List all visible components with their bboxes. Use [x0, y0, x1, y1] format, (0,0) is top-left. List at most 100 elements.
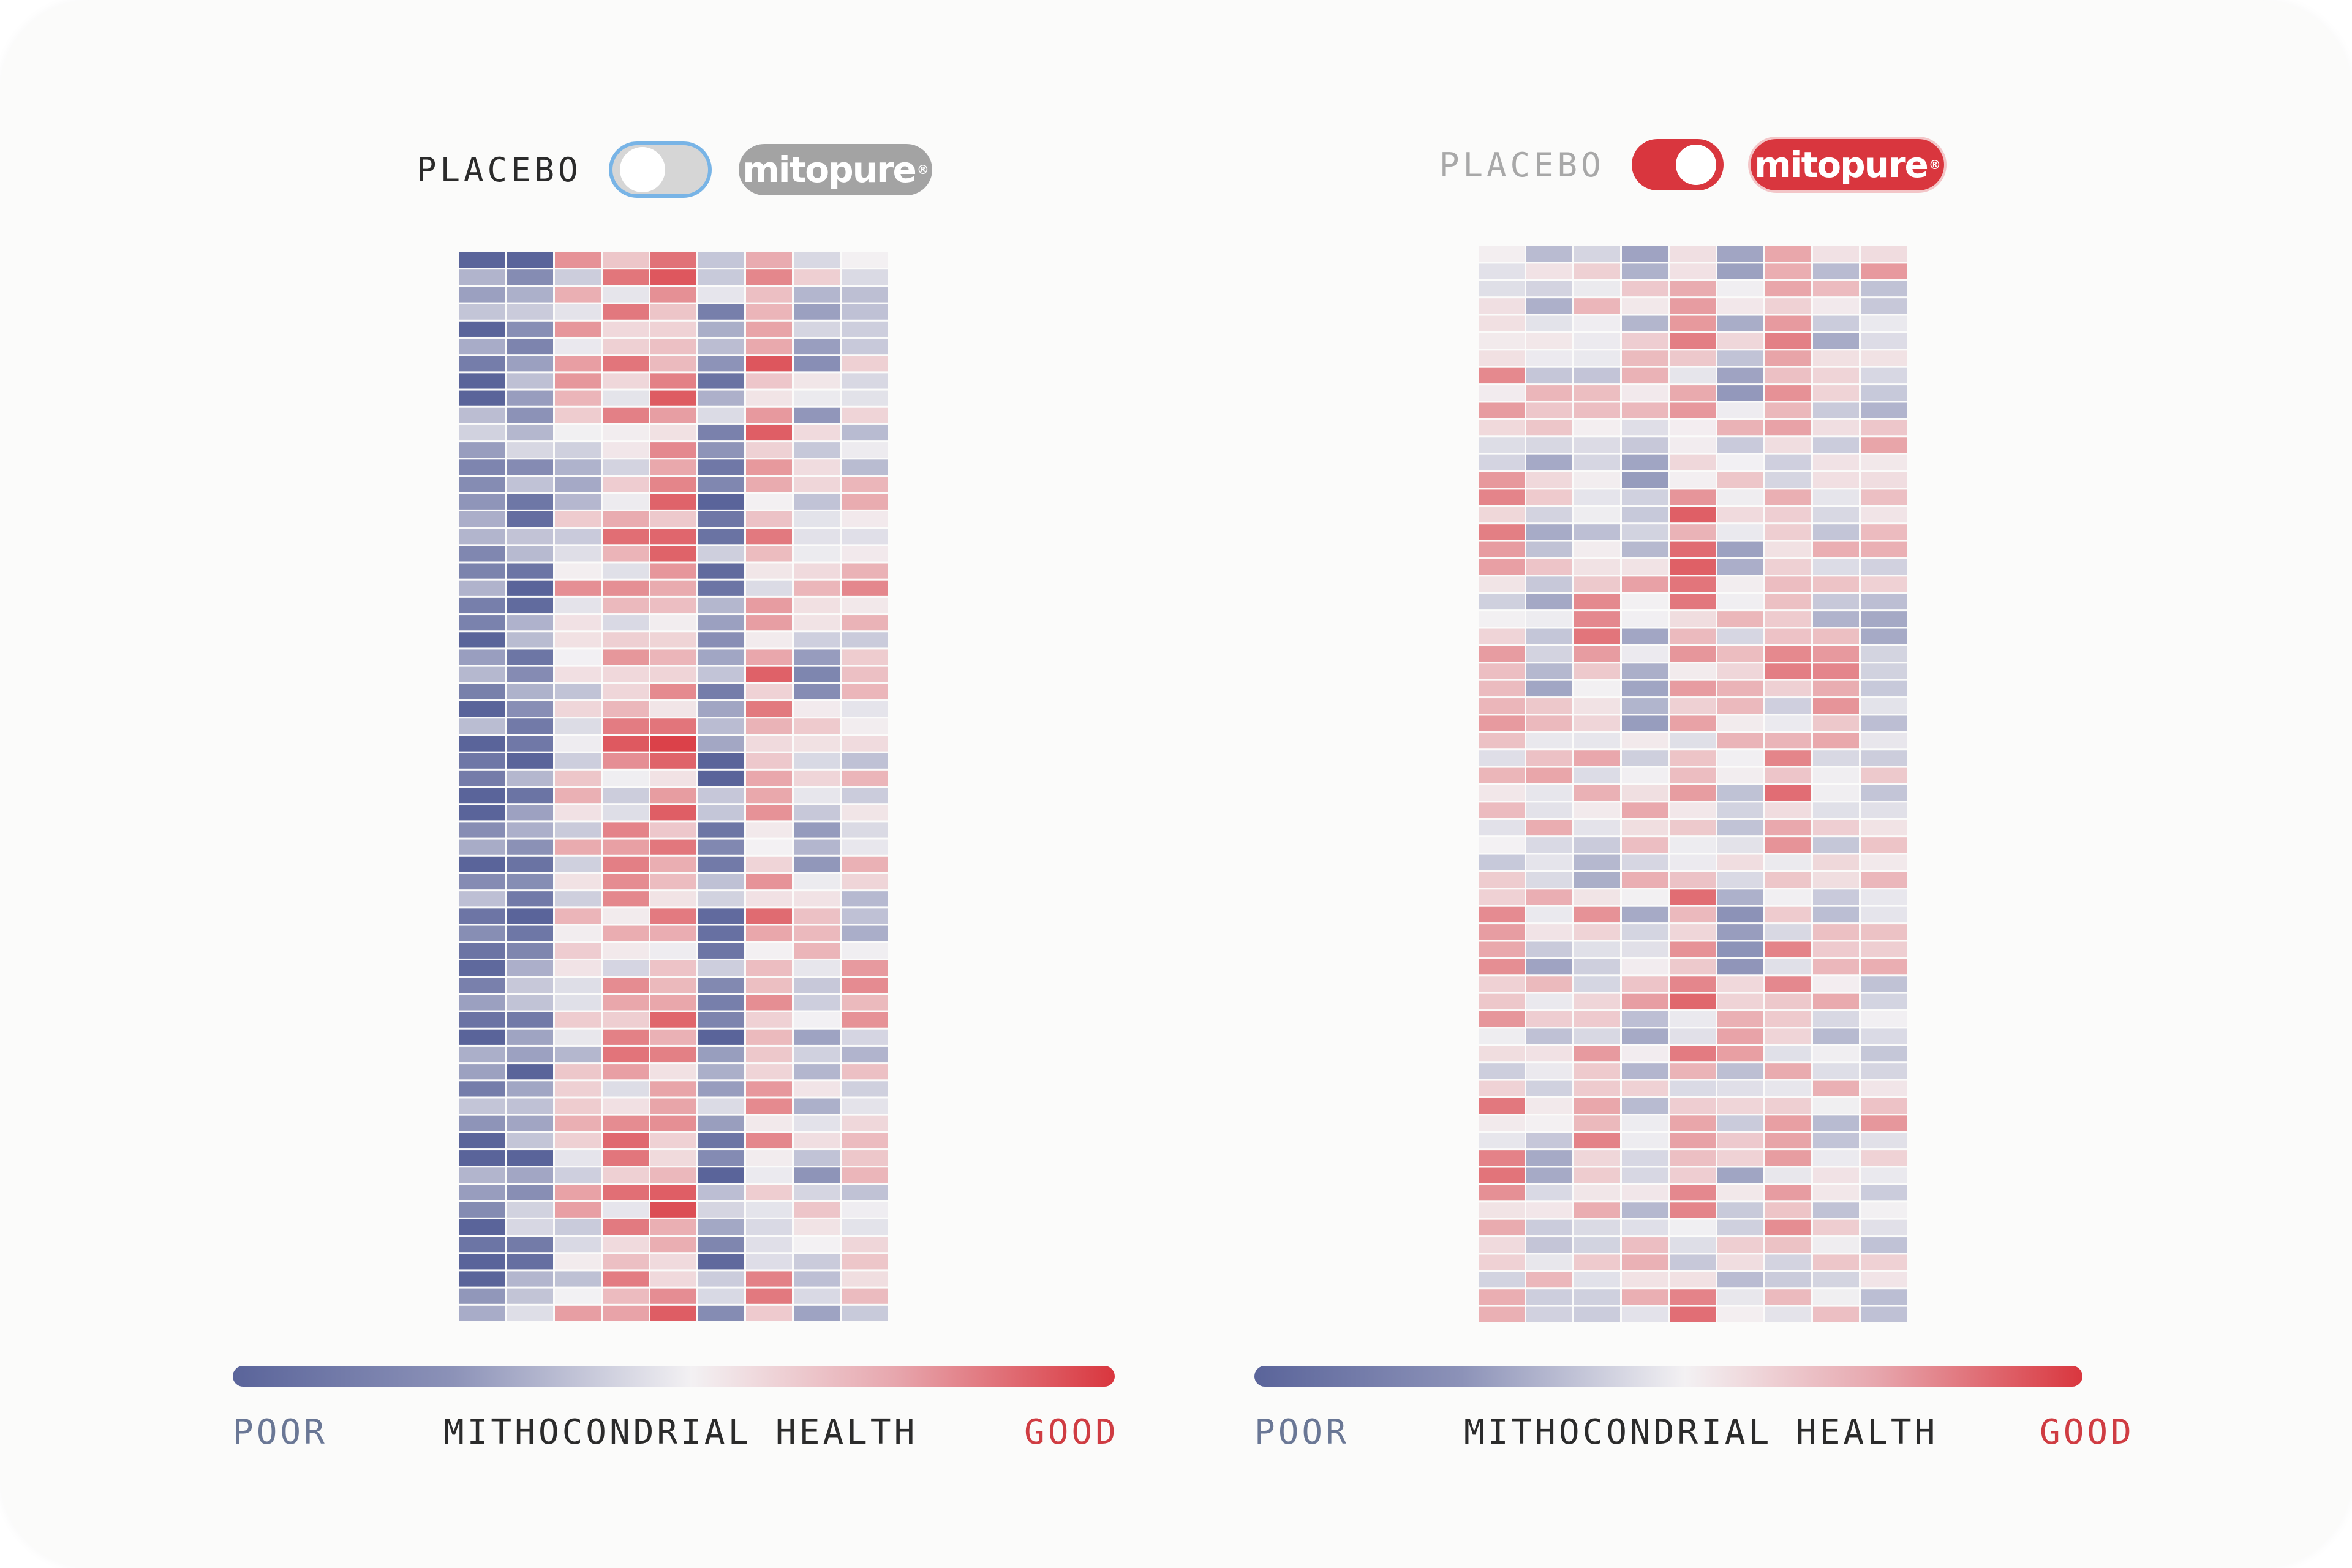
heatmap-cell	[1813, 420, 1859, 436]
heatmap-cell	[1526, 402, 1572, 418]
heatmap-cell	[603, 805, 649, 821]
heatmap-cell	[794, 494, 840, 510]
heatmap-cell	[746, 1029, 792, 1045]
heatmap-cell	[603, 1150, 649, 1166]
heatmap-cell	[1861, 1150, 1907, 1166]
heatmap-cell	[1670, 1011, 1716, 1027]
heatmap-cell	[1717, 472, 1763, 488]
heatmap-cell	[1765, 1080, 1811, 1096]
heatmap-cell	[1479, 785, 1525, 801]
heatmap-cell	[650, 736, 696, 752]
heatmap-cell	[698, 580, 744, 596]
heatmap-cell	[1717, 820, 1763, 836]
heatmap-cell	[1813, 907, 1859, 923]
heatmap-cell	[1622, 246, 1668, 262]
heatmap-cell	[1813, 472, 1859, 488]
heatmap-cell	[746, 666, 792, 682]
mitopure-badge[interactable]: mitopure ®	[738, 144, 932, 195]
heatmap-cell	[1574, 785, 1620, 801]
heatmap-cell	[603, 960, 649, 976]
heatmap-cell	[1813, 715, 1859, 731]
heatmap-cell	[459, 788, 505, 804]
heatmap-cell	[1861, 1254, 1907, 1270]
heatmap-cell	[650, 701, 696, 717]
heatmap-cell	[603, 1115, 649, 1131]
heatmap-cell	[698, 338, 744, 355]
mitopure-badge[interactable]: mitopure ®	[1750, 139, 1944, 190]
placebo-mitopure-switch[interactable]	[1631, 139, 1724, 190]
heatmap-cell	[1765, 733, 1811, 749]
heatmap-cell	[507, 511, 553, 527]
heatmap-cell	[1574, 733, 1620, 749]
heatmap-cell	[603, 891, 649, 907]
heatmap-cell	[1622, 646, 1668, 662]
heatmap-cell	[746, 270, 792, 285]
heatmap-cell	[1574, 1011, 1620, 1027]
heatmap-cell	[1813, 368, 1859, 384]
heatmap-cell	[698, 873, 744, 890]
heatmap-cell	[1479, 333, 1525, 349]
heatmap-cell	[507, 287, 553, 303]
heatmap-cell	[1526, 820, 1572, 836]
heatmap-cell	[1670, 1289, 1716, 1305]
heatmap-cell	[1765, 541, 1811, 557]
heatmap-cell	[1813, 993, 1859, 1010]
heatmap-cell	[794, 839, 840, 855]
heatmap-cell	[507, 1305, 553, 1321]
heatmap-cell	[459, 1305, 505, 1321]
heatmap-cell	[698, 891, 744, 907]
heatmap-cell	[1622, 1028, 1668, 1044]
heatmap-cell	[698, 978, 744, 993]
heatmap-cell	[650, 1254, 696, 1270]
heatmap-cell	[650, 287, 696, 303]
heatmap-cell	[555, 304, 601, 320]
heatmap-cell	[1765, 767, 1811, 783]
heatmap-cell	[650, 511, 696, 527]
heatmap-cell	[1813, 1028, 1859, 1044]
heatmap-cell	[1813, 646, 1859, 662]
heatmap-cell	[698, 477, 744, 492]
heatmap-cell	[842, 718, 888, 734]
heatmap-cell	[1670, 576, 1716, 592]
heatmap-cell	[1622, 368, 1668, 384]
heatmap-cell	[1670, 524, 1716, 540]
heatmap-cell	[459, 1064, 505, 1080]
heatmap-cell	[842, 649, 888, 665]
heatmap-cell	[650, 529, 696, 545]
heatmap-cell	[1622, 1167, 1668, 1183]
heatmap-cell	[794, 788, 840, 804]
heatmap-cell	[1717, 750, 1763, 766]
heatmap-cell	[842, 373, 888, 389]
heatmap-cell	[698, 925, 744, 941]
heatmap-cell	[1670, 1254, 1716, 1270]
heatmap-cell	[1479, 472, 1525, 488]
placebo-mitopure-switch[interactable]	[608, 141, 712, 198]
heatmap-cell	[698, 856, 744, 872]
heatmap-cell	[507, 442, 553, 458]
heatmap-cell	[1622, 454, 1668, 471]
heatmap-cell	[1813, 959, 1859, 975]
heatmap-cell	[1622, 420, 1668, 436]
heatmap-cell	[842, 753, 888, 769]
heatmap-cell	[1622, 263, 1668, 279]
heatmap-cell	[1622, 715, 1668, 731]
heatmap-cell	[794, 908, 840, 924]
heatmap-cell	[1861, 454, 1907, 471]
heatmap-cell	[1765, 837, 1811, 853]
heatmap-cell	[794, 1237, 840, 1253]
heatmap-cell	[1813, 1098, 1859, 1114]
heatmap-cell	[746, 546, 792, 562]
heatmap-cell	[459, 459, 505, 475]
heatmap-cell	[1861, 1167, 1907, 1183]
heatmap-cell	[1765, 941, 1811, 957]
heatmap-cell	[603, 666, 649, 682]
heatmap-cell	[1717, 1150, 1763, 1166]
heatmap-cell	[1479, 767, 1525, 783]
heatmap-cell	[1765, 524, 1811, 540]
heatmap-cell	[507, 1081, 553, 1097]
heatmap-cell	[698, 270, 744, 285]
heatmap-cell	[1861, 924, 1907, 940]
heatmap-cell	[746, 978, 792, 993]
heatmap-cell	[1622, 1202, 1668, 1218]
heatmap-cell	[1765, 507, 1811, 523]
